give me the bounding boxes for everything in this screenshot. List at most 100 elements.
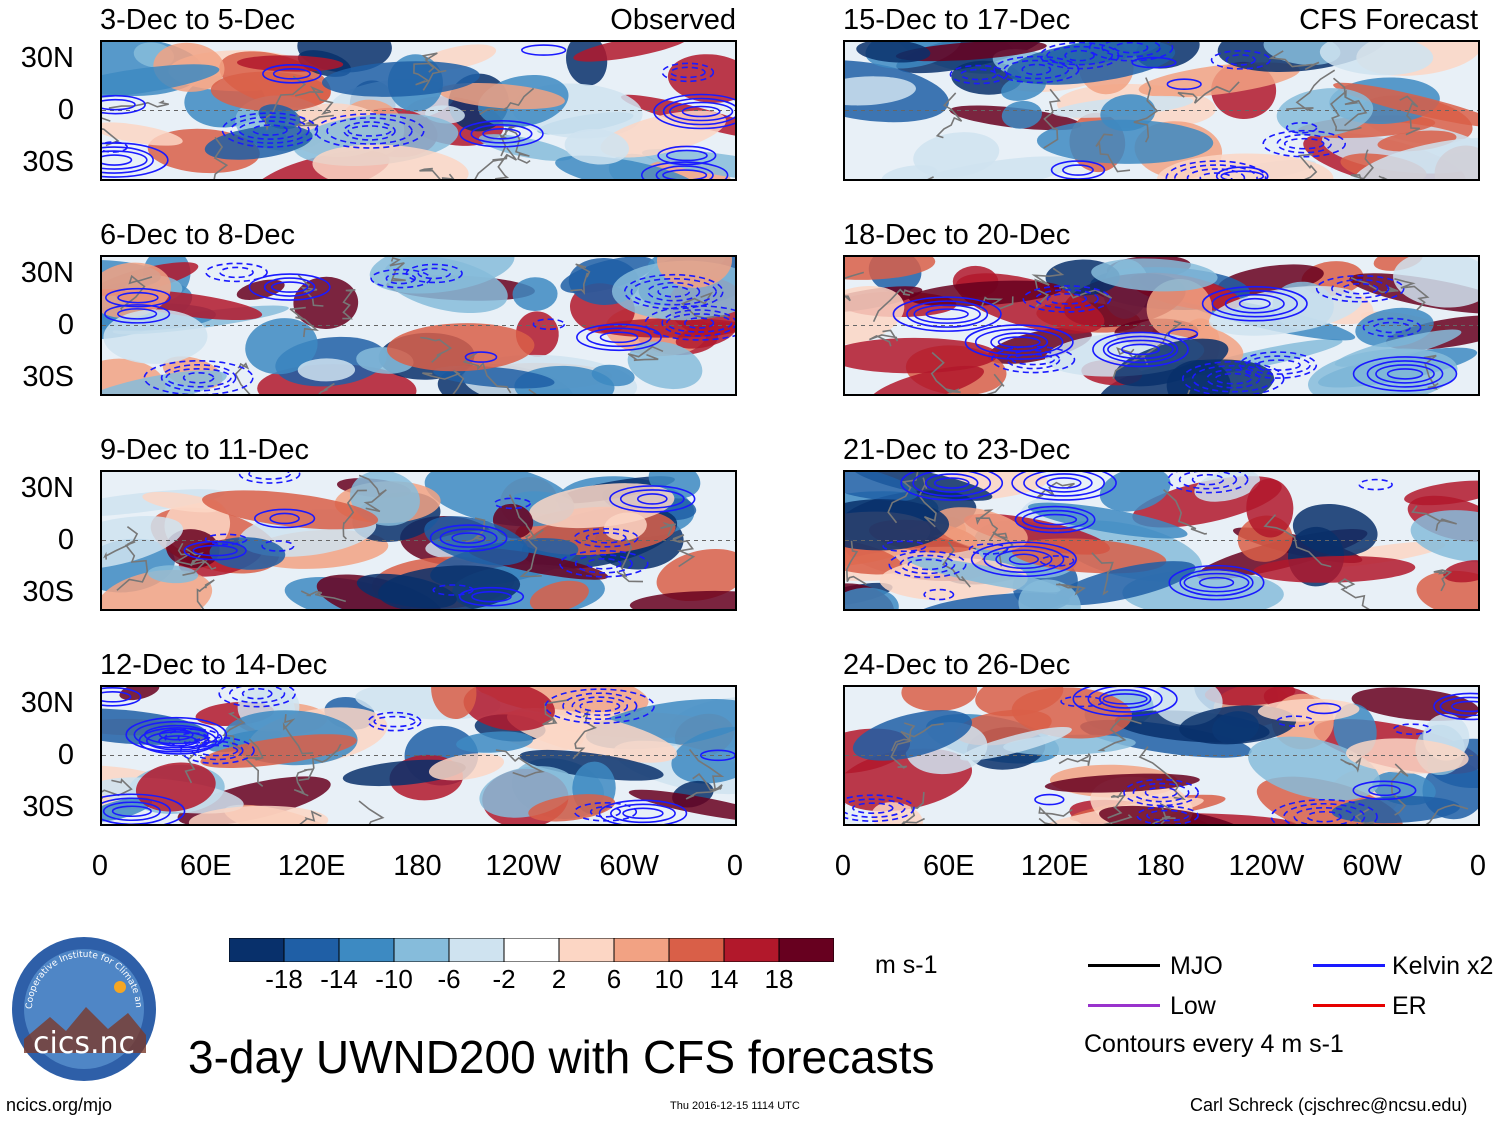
kelvin-contour: [845, 794, 915, 822]
coastline: [295, 85, 334, 115]
coastline: [1286, 69, 1336, 112]
anomaly-region: [1007, 42, 1176, 85]
kelvin-contour: [599, 331, 639, 344]
kelvin-contour: [586, 327, 652, 348]
coastline: [975, 509, 999, 541]
kelvin-contour: [1285, 121, 1318, 134]
colorbar-tick-label: 10: [654, 964, 684, 994]
colorbar-swatch: [613, 937, 670, 963]
coastline: [504, 127, 531, 164]
anomaly-region: [433, 365, 555, 389]
coastline: [1330, 89, 1362, 132]
coastline: [1340, 756, 1362, 773]
kelvin-contour: [668, 101, 734, 122]
coastline: [1297, 153, 1318, 179]
kelvin-contour: [1358, 478, 1393, 491]
kelvin-contour: [1072, 687, 1178, 717]
map-panel-forecast-1: [843, 40, 1480, 181]
kelvin-contour: [1315, 274, 1405, 303]
coastline: [479, 87, 535, 116]
anomaly-region: [321, 61, 480, 97]
coastline: [318, 382, 335, 394]
kelvin-contour: [1224, 293, 1285, 314]
kelvin-contour: [923, 588, 955, 601]
colorbar-swatch: [393, 937, 450, 963]
kelvin-contour: [1331, 278, 1390, 299]
coastline: [519, 533, 542, 578]
anomaly-region: [1345, 738, 1469, 774]
coastline: [413, 62, 436, 86]
legend-line-low: [1088, 1004, 1160, 1007]
kelvin-contour: [571, 696, 629, 716]
kelvin-contour: [367, 711, 422, 732]
anomaly-region: [528, 794, 616, 822]
kelvin-contour: [1087, 687, 1163, 713]
kelvin-contour: [653, 93, 735, 130]
map-panel-forecast-4: [843, 685, 1480, 826]
kelvin-contour: [238, 472, 301, 484]
anomaly-region: [1146, 279, 1213, 339]
kelvin-contour: [562, 692, 638, 720]
kelvin-contour: [1166, 78, 1202, 91]
anomaly-region: [564, 128, 629, 165]
coastline: [108, 100, 169, 109]
anomaly-region: [1018, 579, 1081, 609]
footer-url: ncics.org/mjo: [6, 1095, 113, 1115]
colorbar-swatch: [723, 937, 780, 963]
anomaly-region: [845, 286, 905, 345]
anomaly-region: [1246, 478, 1294, 538]
anomaly-region: [600, 110, 727, 158]
kelvin-contour: [180, 736, 255, 765]
coastline: [421, 52, 447, 91]
anomaly-region: [901, 687, 978, 712]
kelvin-contour: [609, 485, 696, 513]
coastline: [1056, 583, 1087, 596]
kelvin-contour: [1306, 810, 1342, 823]
coastline: [890, 722, 916, 769]
kelvin-contour: [1132, 782, 1190, 803]
legend-line-er: [1313, 1004, 1385, 1007]
coastline: [358, 800, 385, 824]
anomaly-region: [312, 144, 469, 179]
coastline: [1350, 149, 1374, 179]
kelvin-contour: [990, 332, 1049, 352]
anomaly-region: [591, 364, 635, 387]
coastline: [1350, 276, 1400, 294]
kelvin-contour: [1107, 339, 1174, 360]
colorbar-units: m s-1: [875, 951, 938, 979]
coastline: [1095, 133, 1131, 173]
anomaly-region: [900, 156, 1075, 179]
anomaly-region: [845, 337, 998, 374]
anomaly-region: [1334, 329, 1462, 367]
coastline: [890, 723, 944, 752]
lat-tick-label: 30S: [22, 361, 74, 393]
anomaly-region: [102, 122, 183, 146]
kelvin-contour: [373, 715, 416, 728]
anomaly-region: [293, 276, 359, 329]
coastline: [103, 526, 139, 560]
anomaly-region: [102, 64, 220, 99]
kelvin-contour: [1352, 780, 1417, 801]
colorbar-tick-label: 14: [709, 964, 739, 994]
coastline: [242, 738, 264, 788]
kelvin-contour: [619, 489, 685, 509]
kelvin-contour: [574, 553, 633, 574]
anomaly-region: [1292, 503, 1378, 556]
kelvin-contour: [559, 549, 649, 578]
coastline: [102, 117, 120, 147]
kelvin-contour: [1352, 356, 1458, 392]
kelvin-contour: [995, 549, 1053, 570]
kelvin-contour: [1034, 793, 1065, 806]
kelvin-contour: [573, 527, 639, 548]
anomaly-region: [456, 731, 533, 753]
coastline: [1043, 88, 1061, 149]
lon-tick-label: 60W: [1342, 850, 1402, 882]
kelvin-contour: [1198, 576, 1235, 589]
colorbar-tick-label: 18: [764, 964, 794, 994]
anomaly-region: [102, 797, 153, 822]
panel-title-5: 15-Dec to 17-Dec: [843, 4, 1071, 36]
anomaly-region: [933, 507, 1028, 551]
kelvin-contour: [102, 98, 136, 111]
anomaly-region: [1443, 560, 1478, 583]
kelvin-contour: [218, 687, 296, 708]
